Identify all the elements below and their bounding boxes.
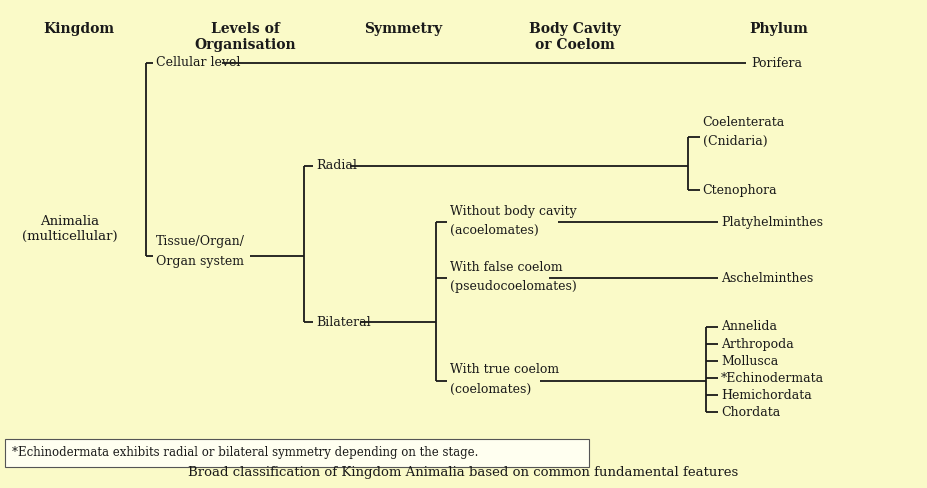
Text: With false coelom: With false coelom — [450, 261, 562, 274]
Text: Coelenterata: Coelenterata — [703, 117, 785, 129]
Text: Organ system: Organ system — [156, 255, 244, 267]
Text: Body Cavity
or Coelom: Body Cavity or Coelom — [528, 22, 621, 52]
Text: Levels of
Organisation: Levels of Organisation — [195, 22, 297, 52]
Text: Arthropoda: Arthropoda — [721, 338, 794, 350]
Text: Radial: Radial — [316, 160, 357, 172]
Text: With true coelom: With true coelom — [450, 364, 559, 376]
Text: Bilateral: Bilateral — [316, 316, 371, 328]
Text: Without body cavity: Without body cavity — [450, 205, 577, 218]
Text: Annelida: Annelida — [721, 321, 777, 333]
Text: Animalia
(multicellular): Animalia (multicellular) — [21, 215, 118, 244]
Text: Phylum: Phylum — [749, 22, 808, 36]
Text: Symmetry: Symmetry — [364, 22, 442, 36]
Bar — [5, 439, 589, 467]
Text: Kingdom: Kingdom — [44, 22, 114, 36]
Text: (pseudocoelomates): (pseudocoelomates) — [450, 281, 577, 293]
Text: Hemichordata: Hemichordata — [721, 389, 812, 402]
Text: Broad classification of Kingdom Animalia based on common fundamental features: Broad classification of Kingdom Animalia… — [188, 466, 739, 479]
Text: (coelomates): (coelomates) — [450, 383, 531, 396]
Text: Tissue/Organ/: Tissue/Organ/ — [156, 235, 245, 248]
Text: *Echinodermata exhibits radial or bilateral symmetry depending on the stage.: *Echinodermata exhibits radial or bilate… — [12, 447, 478, 459]
Text: Platyhelminthes: Platyhelminthes — [721, 216, 823, 228]
Text: Mollusca: Mollusca — [721, 355, 779, 367]
Text: (acoelomates): (acoelomates) — [450, 224, 539, 237]
Text: Aschelminthes: Aschelminthes — [721, 272, 814, 285]
Text: (Cnidaria): (Cnidaria) — [703, 135, 768, 148]
Text: Ctenophora: Ctenophora — [703, 184, 778, 197]
Text: Chordata: Chordata — [721, 406, 781, 419]
Text: Cellular level: Cellular level — [156, 56, 240, 69]
Text: Porifera: Porifera — [751, 57, 802, 70]
Text: *Echinodermata: *Echinodermata — [721, 372, 824, 385]
